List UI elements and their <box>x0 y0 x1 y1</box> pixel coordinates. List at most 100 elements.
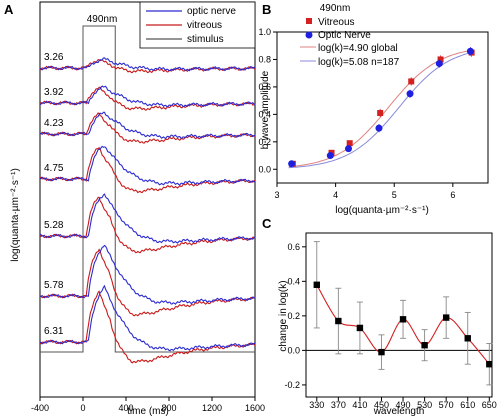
optic-nerve-trace <box>39 85 256 108</box>
optic-nerve-trace <box>39 145 256 186</box>
intensity-label: 4.23 <box>44 118 64 129</box>
legend-label-fit-n187: log(k)=5.08 n=187 <box>318 57 400 68</box>
panel-b-y-tick-label: 0.2 <box>258 137 271 147</box>
vitreous-trace <box>39 86 256 111</box>
panel-b-x-tick-label: 5 <box>392 190 397 200</box>
panel-c-x-tick-label: 490 <box>396 400 411 410</box>
panel-c-y-tick-label: 0.4 <box>287 276 300 286</box>
vitreous-trace <box>39 58 256 74</box>
legend-marker-optic-nerve <box>305 31 313 39</box>
panel-c-x-tick-label: 650 <box>482 400 497 410</box>
data-point-vitreous <box>377 109 384 116</box>
data-point-c <box>421 342 428 349</box>
data-point-optic-nerve <box>375 124 383 132</box>
vitreous-trace <box>39 196 256 254</box>
panel-b-x-tick-label: 4 <box>333 190 338 200</box>
panel-a-stimulus-label: 490nm <box>87 14 118 25</box>
panel-a-x-tick-label: 1200 <box>202 403 222 413</box>
panel-a-y-label: log(quanta·µm⁻²·s⁻¹) <box>10 168 21 262</box>
panel-a-legend: optic nerve vitreous stimulus <box>139 1 256 49</box>
data-point-c <box>442 314 450 321</box>
data-point-optic-nerve <box>435 60 443 68</box>
data-point-c <box>313 281 320 288</box>
panel-c-x-tick-label: 410 <box>352 400 367 410</box>
legend-label-optic-nerve-b: Optic Nerve <box>318 30 371 41</box>
intensity-label: 4.75 <box>44 163 64 174</box>
optic-nerve-trace <box>39 111 256 139</box>
legend-label-vitreous: vitreous <box>187 20 222 31</box>
panel-a-x-tick-label: 800 <box>161 403 176 413</box>
intensity-label: 3.92 <box>44 87 64 98</box>
panel-c-frame <box>305 232 493 398</box>
legend-label-optic-nerve: optic nerve <box>187 6 236 17</box>
optic-nerve-trace <box>39 284 256 352</box>
panel-b: b-wave amplitude log(quanta·µm⁻²·s⁻¹) 49… <box>258 3 489 216</box>
data-point-vitreous <box>437 56 444 63</box>
legend-marker-vitreous <box>306 18 312 24</box>
vitreous-trace <box>39 290 256 364</box>
data-point-optic-nerve <box>344 145 352 153</box>
intensity-label: 5.78 <box>44 280 64 291</box>
panel-b-title: 490nm <box>320 3 351 14</box>
panel-c-x-tick-label: 370 <box>331 400 346 410</box>
data-point-optic-nerve <box>288 160 296 168</box>
legend-label-fit-global: log(k)=4.90 global <box>318 43 398 54</box>
legend-label-vitreous-b: Vitreous <box>318 17 355 28</box>
intensity-label: 6.31 <box>44 326 64 337</box>
panel-c: change in log(k) wavelength 330 370 410 450… <box>278 232 497 417</box>
data-point-vitreous <box>408 78 415 85</box>
panel-b-letter: B <box>262 2 271 17</box>
data-point-c <box>464 335 471 342</box>
data-point-vitreous <box>346 140 353 147</box>
panel-b-frame <box>276 31 489 184</box>
data-point-optic-nerve <box>326 152 334 160</box>
panel-a-x-tick-label: -400 <box>31 403 49 413</box>
panel-a: log(quanta·µm⁻²·s⁻¹) time (ms) 490nm opt… <box>10 1 265 417</box>
panel-a-x-label: time (ms) <box>127 406 169 417</box>
intensity-label: 5.28 <box>44 220 64 231</box>
panel-a-frame <box>39 1 256 398</box>
panel-a-x-tick-label: 400 <box>118 403 133 413</box>
panel-c-x-tick-label: 570 <box>439 400 454 410</box>
panel-c-x-label: wavelength <box>373 406 425 417</box>
optic-nerve-trace <box>39 57 256 72</box>
vitreous-trace <box>40 146 256 194</box>
panel-b-x-label: log(quanta·µm⁻²·s⁻¹) <box>335 205 429 216</box>
data-point-c <box>335 317 342 325</box>
legend-label-stimulus: stimulus <box>187 34 224 45</box>
panel-b-y-tick-label: 1.0 <box>258 27 271 37</box>
panel-b-x-tick-label: 3 <box>274 190 279 200</box>
panel-c-y-tick-label: 0.0 <box>287 345 300 355</box>
vitreous-trace <box>39 112 256 144</box>
panel-c-y-tick-label: 0.6 <box>287 242 300 252</box>
panel-c-y-tick-label: -0.2 <box>284 380 300 390</box>
data-point-c <box>399 316 407 323</box>
panel-b-y-tick-label: 0.4 <box>258 109 271 119</box>
panel-c-x-tick-label: 530 <box>417 400 432 410</box>
panel-c-x-tick-label: 610 <box>460 400 475 410</box>
data-point-c <box>378 348 385 356</box>
stimulus-trace <box>40 25 255 353</box>
panel-a-x-tick-label: 1600 <box>245 403 265 413</box>
panel-a-x-tick-label: 0 <box>80 403 85 413</box>
data-point-c <box>356 324 364 332</box>
panel-b-y-tick-label: 0.8 <box>258 54 271 64</box>
panel-b-x-tick-label: 6 <box>450 190 455 200</box>
panel-c-x-tick-label: 450 <box>374 400 389 410</box>
panel-c-x-tick-label: 330 <box>309 400 324 410</box>
panel-c-letter: C <box>262 216 272 231</box>
data-point-optic-nerve <box>466 47 474 55</box>
panel-a-letter: A <box>4 2 14 17</box>
data-point-c <box>486 361 493 368</box>
panel-c-y-tick-label: 0.2 <box>287 311 300 321</box>
panel-b-y-label: b-wave amplitude <box>260 70 271 149</box>
intensity-label: 3.26 <box>44 52 64 63</box>
vitreous-trace <box>39 248 256 317</box>
data-point-optic-nerve <box>406 90 414 98</box>
panel-b-y-tick-label: 0.0 <box>258 164 271 174</box>
panel-c-y-label: change in log(k) <box>278 280 289 351</box>
optic-nerve-trace <box>39 244 256 305</box>
panel-b-legend: Vitreous Optic Nerve log(k)=4.90 global … <box>300 17 400 68</box>
optic-nerve-trace <box>39 193 256 244</box>
